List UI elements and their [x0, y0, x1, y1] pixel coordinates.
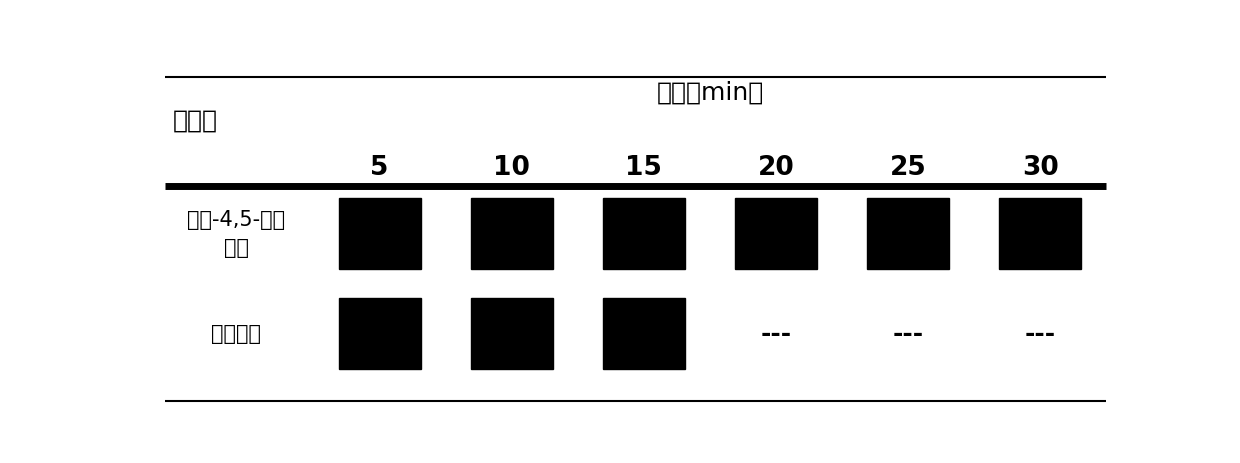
Bar — [339, 298, 420, 369]
Bar — [471, 198, 553, 269]
Text: 硬脂酸锡: 硬脂酸锡 — [211, 324, 262, 344]
Text: 时间（min）: 时间（min） — [656, 81, 764, 105]
Text: 20: 20 — [758, 156, 795, 181]
Text: 15: 15 — [625, 156, 662, 181]
Text: 25: 25 — [890, 156, 926, 181]
Bar — [735, 198, 817, 269]
Text: 稳定剂: 稳定剂 — [172, 109, 217, 133]
Text: 咋唆-4,5-二罺
酸镁: 咋唆-4,5-二罺 酸镁 — [187, 210, 285, 258]
Bar — [603, 298, 684, 369]
Bar — [339, 198, 420, 269]
Bar — [867, 198, 949, 269]
Text: ---: --- — [1024, 322, 1056, 346]
Text: 5: 5 — [371, 156, 389, 181]
Text: ---: --- — [893, 322, 924, 346]
Text: 30: 30 — [1022, 156, 1059, 181]
Text: ---: --- — [760, 322, 791, 346]
Bar — [999, 198, 1081, 269]
Bar — [471, 298, 553, 369]
Text: 10: 10 — [494, 156, 531, 181]
Bar — [603, 198, 684, 269]
